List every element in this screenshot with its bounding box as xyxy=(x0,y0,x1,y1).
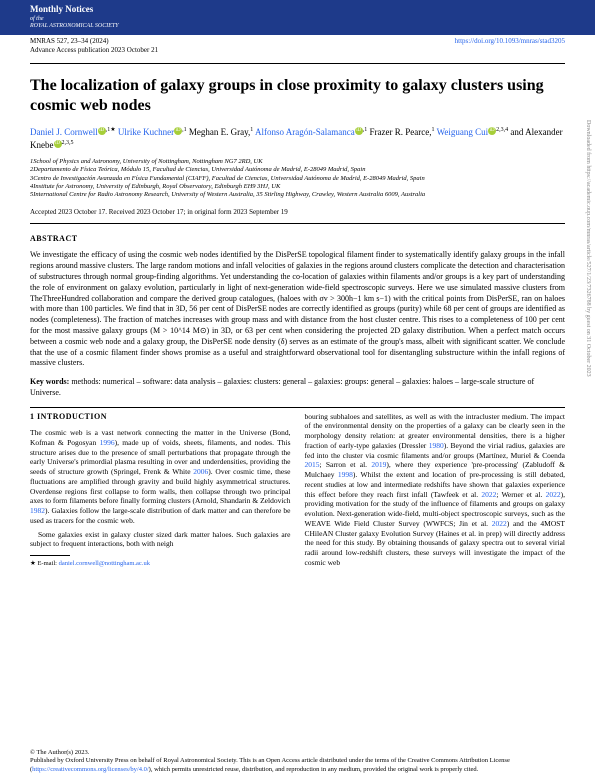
intro-heading: 1 INTRODUCTION xyxy=(30,412,291,422)
meta-row: MNRAS 527, 23–34 (2024) Advance Access p… xyxy=(0,35,595,57)
license-link[interactable]: https://creativecommons.org/licenses/by/… xyxy=(32,766,149,773)
copyright: © The Author(s) 2023. xyxy=(30,749,565,757)
abstract-heading: ABSTRACT xyxy=(30,234,565,244)
orcid-icon[interactable]: iD xyxy=(54,140,62,148)
body-columns: 1 INTRODUCTION The cosmic web is a vast … xyxy=(30,412,565,570)
cite-zabludoff1998[interactable]: 1998 xyxy=(338,470,353,479)
orcid-icon[interactable]: iD xyxy=(98,127,106,135)
orcid-icon[interactable]: iD xyxy=(355,127,363,135)
journal-banner: Monthly Notices of the ROYAL ASTRONOMICA… xyxy=(0,0,595,35)
author-pearce: Frazer R. Pearce, xyxy=(370,127,432,137)
keywords-label: Key words: xyxy=(30,377,69,386)
download-watermark: Downloaded from https://academic.oup.com… xyxy=(581,120,591,377)
cite-sarron2019[interactable]: 2019 xyxy=(371,460,386,469)
cite-dressler1980[interactable]: 1980 xyxy=(429,441,444,450)
banner-title: Monthly Notices xyxy=(30,4,565,16)
cite-martinez2015[interactable]: 2015 xyxy=(305,460,320,469)
orcid-icon[interactable]: iD xyxy=(174,127,182,135)
corresponding-email: ★ E-mail: daniel.cornwell@nottingham.ac.… xyxy=(30,555,291,568)
cite-springel2006[interactable]: 2006 xyxy=(193,467,208,476)
publication-date: Advance Access publication 2023 October … xyxy=(30,46,158,54)
volume-pages: MNRAS 527, 23–34 (2024) xyxy=(30,37,109,45)
footer: © The Author(s) 2023. Published by Oxfor… xyxy=(30,749,565,774)
cite-werner2022[interactable]: 2022 xyxy=(546,490,561,499)
affil-5: 5International Centre for Radio Astronom… xyxy=(30,191,565,199)
keywords-text: methods: numerical – software: data anal… xyxy=(30,377,534,397)
submission-dates: Accepted 2023 October 17. Received 2023 … xyxy=(30,208,565,217)
banner-sub2: ROYAL ASTRONOMICAL SOCIETY xyxy=(30,23,565,31)
citation-info: MNRAS 527, 23–34 (2024) Advance Access p… xyxy=(30,37,158,55)
cite-jin2022[interactable]: 2022 xyxy=(492,519,507,528)
intro-para-2: Some galaxies exist in galaxy cluster si… xyxy=(30,530,291,550)
author-aragon[interactable]: Alfonso Aragón-Salamanca xyxy=(255,127,355,137)
rule-abstract-bottom xyxy=(30,407,565,408)
affil-1: 1School of Physics and Astronomy, Univer… xyxy=(30,158,565,166)
author-list: Daniel J. CornwelliD,1★ Ulrike KuchneriD… xyxy=(30,126,565,151)
affil-3: 3Centro de Investigación Avanzada en Fís… xyxy=(30,175,565,183)
rule-top xyxy=(30,63,565,64)
affiliations: 1School of Physics and Astronomy, Univer… xyxy=(30,158,565,200)
abstract-text: We investigate the efficacy of using the… xyxy=(30,250,565,369)
paper-title: The localization of galaxy groups in clo… xyxy=(30,76,565,116)
cite-arnold1982[interactable]: 1982 xyxy=(30,506,45,515)
affil-2: 2Departamento de Física Teórica, Módulo … xyxy=(30,166,565,174)
intro-para-3: bouring subhaloes and satellites, as wel… xyxy=(305,412,566,568)
affil-4: 4Institute for Astronomy, University of … xyxy=(30,183,565,191)
author-kuchner[interactable]: Ulrike Kuchner xyxy=(118,127,174,137)
email-link[interactable]: daniel.cornwell@nottingham.ac.uk xyxy=(59,560,150,567)
cite-tawfeek2022[interactable]: 2022 xyxy=(481,490,496,499)
orcid-icon[interactable]: iD xyxy=(488,127,496,135)
cite-bond1996[interactable]: 1996 xyxy=(100,438,115,447)
license-text: Published by Oxford University Press on … xyxy=(30,757,565,774)
author-cornwell[interactable]: Daniel J. Cornwell xyxy=(30,127,98,137)
author-gray: Meghan E. Gray, xyxy=(189,127,250,137)
keywords-block: Key words: methods: numerical – software… xyxy=(30,377,565,399)
banner-sub1: of the xyxy=(30,16,565,24)
author-cui[interactable]: Weiguang Cui xyxy=(437,127,489,137)
doi-link[interactable]: https://doi.org/10.1093/mnras/stad3205 xyxy=(455,37,565,55)
rule-abstract-top xyxy=(30,223,565,224)
intro-para-1: The cosmic web is a vast network connect… xyxy=(30,428,291,526)
